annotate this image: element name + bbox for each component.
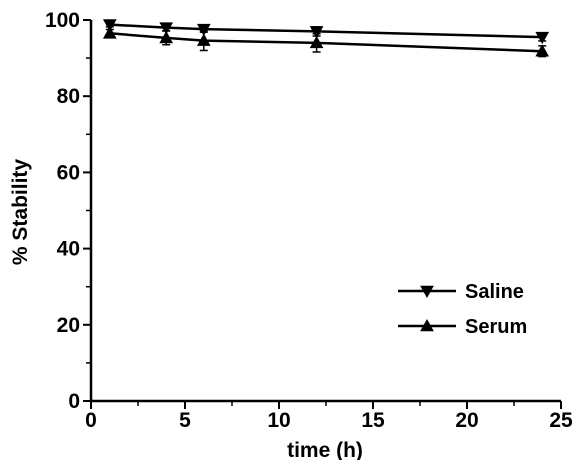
y-tick-label: 80 <box>57 85 80 108</box>
serum-point <box>309 35 324 49</box>
series-serum <box>102 26 550 58</box>
y-tick-label: 40 <box>57 238 80 261</box>
x-tick-label: 5 <box>179 409 191 432</box>
x-axis-label: time (h) <box>287 439 363 460</box>
legend-serum-label: Serum <box>465 316 527 338</box>
axes <box>89 20 561 403</box>
serum-point <box>535 44 550 57</box>
x-tick-label: 25 <box>549 409 573 432</box>
saline-point <box>309 26 324 39</box>
y-ticks: 0 20 40 60 80 100 <box>45 9 91 413</box>
x-tick-label: 20 <box>455 409 478 432</box>
saline-point <box>196 23 211 37</box>
serum-point <box>159 30 174 44</box>
series-saline <box>102 19 550 45</box>
series-layer <box>102 19 550 58</box>
legend: Saline Serum <box>398 281 527 338</box>
y-tick-label: 20 <box>57 314 80 337</box>
legend-saline-marker <box>420 285 434 299</box>
serum-point <box>196 33 211 46</box>
saline-point <box>535 31 550 45</box>
serum-point <box>102 26 117 39</box>
saline-point <box>159 22 174 35</box>
y-tick-label: 60 <box>57 161 80 184</box>
saline-point <box>102 19 117 32</box>
y-tick-label: 100 <box>45 9 80 32</box>
x-tick-label: 10 <box>267 409 290 432</box>
x-tick-label: 0 <box>85 409 97 432</box>
x-tick-label: 15 <box>361 409 385 432</box>
saline-line <box>109 23 543 39</box>
legend-serum-marker <box>420 318 434 332</box>
y-tick-label: 0 <box>68 390 80 413</box>
x-ticks: 0 5 10 15 20 25 <box>85 401 573 432</box>
y-axis-label: % Stability <box>9 159 32 266</box>
legend-saline-label: Saline <box>465 281 524 303</box>
